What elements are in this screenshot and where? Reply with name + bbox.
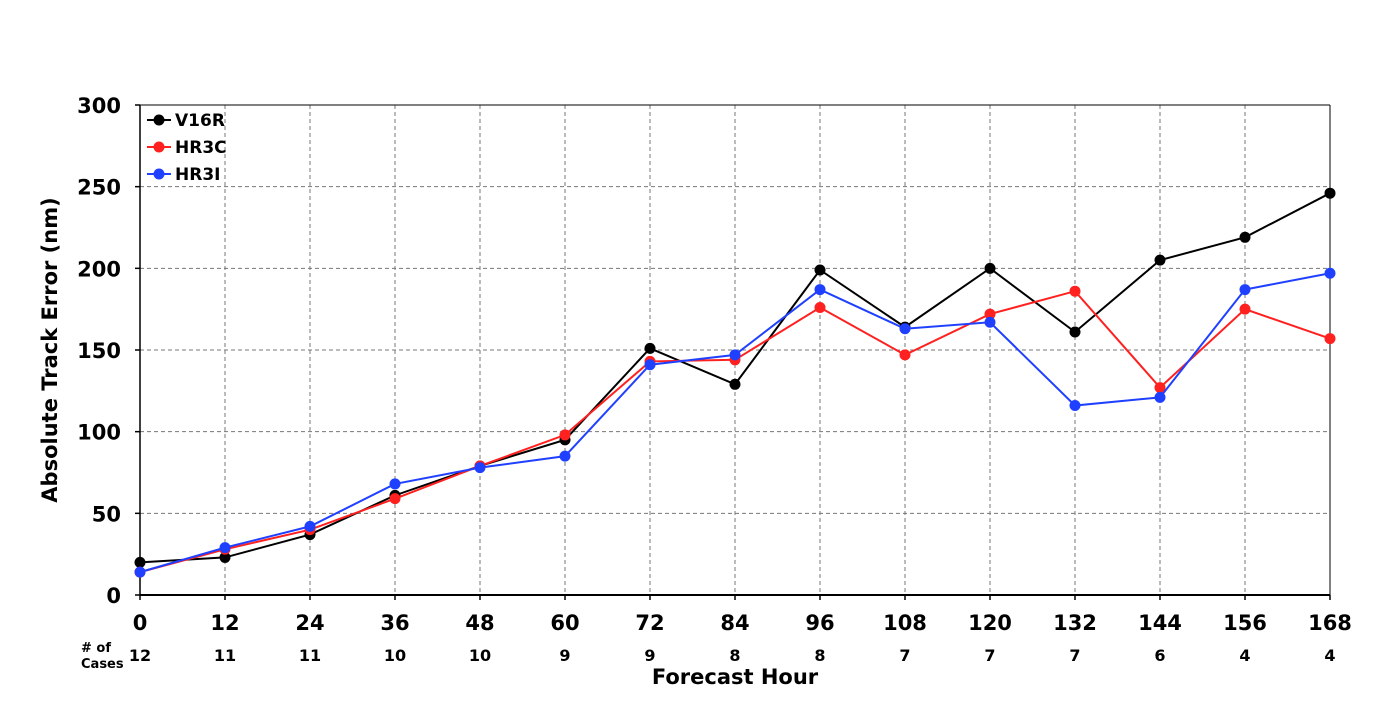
data-point-hr3i — [644, 359, 656, 371]
x-tick-label: 108 — [883, 611, 927, 635]
data-point-hr3i — [1239, 284, 1251, 296]
cases-count-label: 10 — [469, 646, 491, 665]
data-point-hr3c — [1324, 333, 1336, 345]
x-tick-label: 96 — [805, 611, 834, 635]
cases-count-label: 6 — [1154, 646, 1165, 665]
legend-label-hr3c: HR3C — [175, 138, 227, 158]
cases-count-label: 11 — [214, 646, 236, 665]
x-tick-label: 84 — [720, 611, 749, 635]
cases-count-label: 4 — [1239, 646, 1250, 665]
data-point-hr3c — [1239, 303, 1251, 315]
y-tick-label: 250 — [77, 176, 121, 200]
x-axis-title: Forecast Hour — [652, 665, 819, 689]
cases-count-label: 7 — [984, 646, 995, 665]
legend-marker-hr3c — [153, 141, 165, 153]
cases-count-label: 4 — [1324, 646, 1335, 665]
data-point-hr3c — [389, 493, 401, 505]
x-tick-label: 12 — [210, 611, 239, 635]
cases-count-label: 7 — [1069, 646, 1080, 665]
cases-layer: # of Cases 12 11 11 10 10 9 9 8 8 7 7 7 6 4 4 — [81, 641, 1336, 672]
x-tick-label: 24 — [295, 611, 324, 635]
cases-count-label: 7 — [899, 646, 910, 665]
cases-count-label: 12 — [129, 646, 151, 665]
data-point-hr3i — [219, 542, 231, 554]
x-tick-label: 0 — [133, 611, 148, 635]
axes-layer — [135, 104, 1331, 600]
data-point-hr3i — [559, 450, 571, 462]
legend-label-hr3i: HR3I — [175, 165, 220, 185]
data-point-hr3i — [1324, 267, 1336, 279]
y-tick-label: 300 — [77, 94, 121, 118]
data-point-v16r — [134, 556, 146, 568]
data-point-v16r — [644, 342, 656, 354]
y-tick-label: 0 — [106, 584, 121, 608]
data-point-hr3i — [1154, 391, 1166, 403]
y-tick-label: 100 — [77, 421, 121, 445]
data-point-hr3i — [304, 520, 316, 532]
x-tick-label: 60 — [550, 611, 579, 635]
data-point-v16r — [1239, 231, 1251, 243]
cases-header-line-2: Cases — [81, 657, 124, 672]
x-tick-label: 120 — [968, 611, 1012, 635]
legend: V16R HR3C HR3I — [147, 111, 227, 185]
cases-count-label: 8 — [729, 646, 740, 665]
data-point-hr3c — [814, 302, 826, 314]
data-point-hr3i — [474, 462, 486, 474]
data-point-hr3c — [559, 429, 571, 441]
x-tick-label: 168 — [1308, 611, 1352, 635]
data-point-hr3i — [814, 284, 826, 296]
data-point-v16r — [1324, 187, 1336, 199]
y-tick-label: 200 — [77, 257, 121, 281]
cases-header-line-1: # of — [81, 641, 111, 656]
x-tick-label: 144 — [1138, 611, 1182, 635]
y-axis-title: Absolute Track Error (nm) — [38, 197, 62, 502]
y-tick-label: 150 — [77, 339, 121, 363]
cases-count-label: 8 — [814, 646, 825, 665]
data-point-hr3i — [389, 478, 401, 490]
x-tick-label: 36 — [380, 611, 409, 635]
data-point-v16r — [729, 378, 741, 390]
cases-count-label: 9 — [559, 646, 570, 665]
x-tick-label: 156 — [1223, 611, 1267, 635]
cases-count-label: 11 — [299, 646, 321, 665]
cases-count-label: 9 — [644, 646, 655, 665]
legend-marker-hr3i — [153, 168, 165, 180]
data-point-hr3i — [1069, 400, 1081, 412]
data-point-hr3c — [984, 308, 996, 320]
cases-count-label: 10 — [384, 646, 406, 665]
data-point-hr3c — [1154, 382, 1166, 394]
data-point-v16r — [1069, 326, 1081, 338]
data-point-hr3i — [984, 316, 996, 328]
x-tick-label: 48 — [465, 611, 494, 635]
data-point-hr3i — [729, 349, 741, 361]
x-tick-label: 132 — [1053, 611, 1097, 635]
data-point-hr3c — [899, 349, 911, 361]
tick-label-layer: 0 12 24 36 48 60 72 84 96 108 120 132 144 156 168 0 50 10… — [77, 94, 1352, 635]
data-point-v16r — [984, 262, 996, 274]
data-point-hr3c — [1069, 285, 1081, 297]
data-point-hr3i — [134, 566, 146, 578]
legend-marker-v16r — [153, 114, 165, 126]
data-point-v16r — [1154, 254, 1166, 266]
y-tick-label: 50 — [92, 502, 121, 526]
x-tick-label: 72 — [635, 611, 664, 635]
data-point-v16r — [814, 264, 826, 276]
series-layer — [134, 187, 1336, 578]
data-point-hr3i — [899, 323, 911, 335]
legend-label-v16r: V16R — [175, 111, 225, 131]
data-point-v16r — [219, 551, 231, 563]
